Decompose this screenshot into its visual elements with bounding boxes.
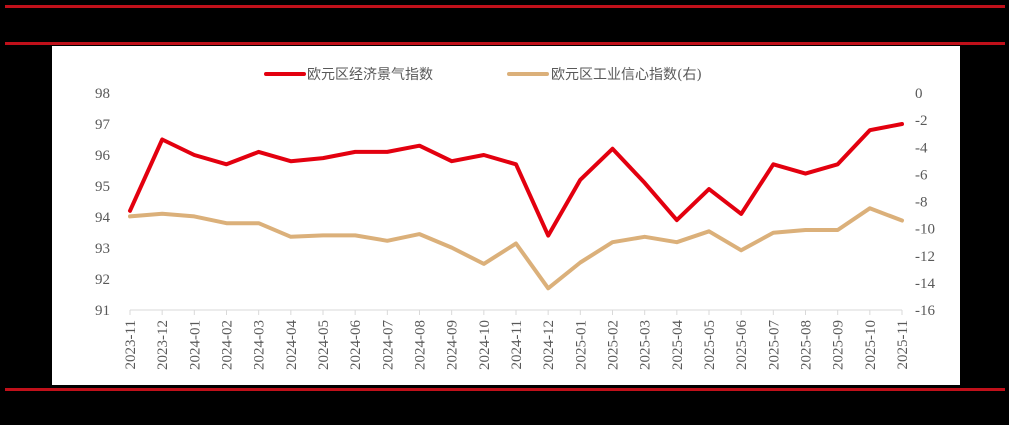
x-axis-tick-label: 2025-10	[863, 320, 879, 370]
right-axis-tick-label: -12	[915, 249, 935, 265]
x-axis: 2023-11 2023-12 2024-01 2024-02 2024-03 2024-…	[123, 309, 911, 370]
x-axis-tick-label: 2024-12	[541, 320, 557, 370]
right-y-axis: -16 -14 -12 -10 -8 -6 -4 -2 0	[915, 86, 935, 319]
legend: 欧元区经济景气指数 欧元区工业信心指数(右)	[264, 67, 702, 83]
right-axis-tick-label: 0	[915, 86, 923, 102]
series-economic-sentiment-line	[128, 122, 904, 238]
right-axis-tick-label: -4	[915, 140, 928, 156]
x-axis-tick-label: 2024-08	[413, 320, 429, 370]
chart-panel	[52, 46, 960, 385]
x-axis-tick-label: 2025-08	[799, 320, 815, 370]
x-axis-tick-label: 2024-04	[284, 320, 300, 370]
x-axis-tick-label: 2025-03	[638, 320, 654, 370]
x-axis-tick-label: 2025-01	[573, 320, 589, 370]
left-axis-tick-label: 94	[95, 210, 111, 226]
left-axis-tick-label: 93	[95, 241, 110, 257]
legend-label-economic-sentiment: 欧元区经济景气指数	[307, 67, 433, 83]
left-axis-tick-label: 92	[95, 272, 110, 288]
right-axis-tick-label: -14	[915, 276, 935, 292]
x-axis-tick-label: 2025-11	[895, 320, 911, 369]
x-axis-tick-label: 2024-09	[445, 320, 461, 370]
left-axis-tick-label: 98	[95, 86, 110, 102]
x-axis-tick-label: 2023-11	[123, 320, 139, 369]
left-axis-tick-label: 96	[95, 148, 111, 164]
x-axis-tick-label: 2024-05	[316, 320, 332, 370]
legend-label-industrial-confidence: 欧元区工业信心指数(右)	[551, 67, 702, 83]
x-axis-tick-label: 2024-07	[380, 320, 396, 370]
x-axis-tick-label: 2024-01	[187, 320, 203, 370]
x-axis-tick-label: 2024-11	[509, 320, 525, 369]
x-axis-tick-label: 2024-02	[220, 320, 236, 370]
x-axis-tick-label: 2024-03	[252, 320, 268, 370]
x-axis-tick-label: 2025-09	[831, 320, 847, 370]
series-lines	[128, 122, 904, 291]
right-axis-tick-label: -8	[915, 195, 928, 211]
top-rule	[5, 5, 1005, 8]
x-axis-tick-label: 2025-05	[702, 320, 718, 370]
x-axis-tick-label: 2024-10	[477, 320, 493, 370]
series-industrial-confidence-line	[128, 206, 904, 291]
right-axis-tick-label: -16	[915, 303, 935, 319]
right-axis-tick-label: -2	[915, 113, 928, 129]
left-axis-tick-label: 91	[95, 303, 110, 319]
x-axis-tick-label: 2025-02	[606, 320, 622, 370]
x-axis-tick-label: 2025-04	[670, 320, 686, 370]
x-axis-tick-label: 2023-12	[155, 320, 171, 370]
right-axis-tick-label: -6	[915, 167, 928, 183]
left-axis-tick-label: 97	[95, 117, 111, 133]
header-rule	[5, 42, 1005, 45]
x-axis-tick-label: 2025-07	[766, 320, 782, 370]
left-y-axis: 91 92 93 94 95 96 97 98	[95, 86, 111, 319]
left-axis-tick-label: 95	[95, 179, 110, 195]
x-axis-tick-label: 2024-06	[348, 320, 364, 370]
x-axis-tick-label: 2025-06	[734, 320, 750, 370]
bottom-rule	[5, 388, 1005, 391]
right-axis-tick-label: -10	[915, 222, 935, 238]
